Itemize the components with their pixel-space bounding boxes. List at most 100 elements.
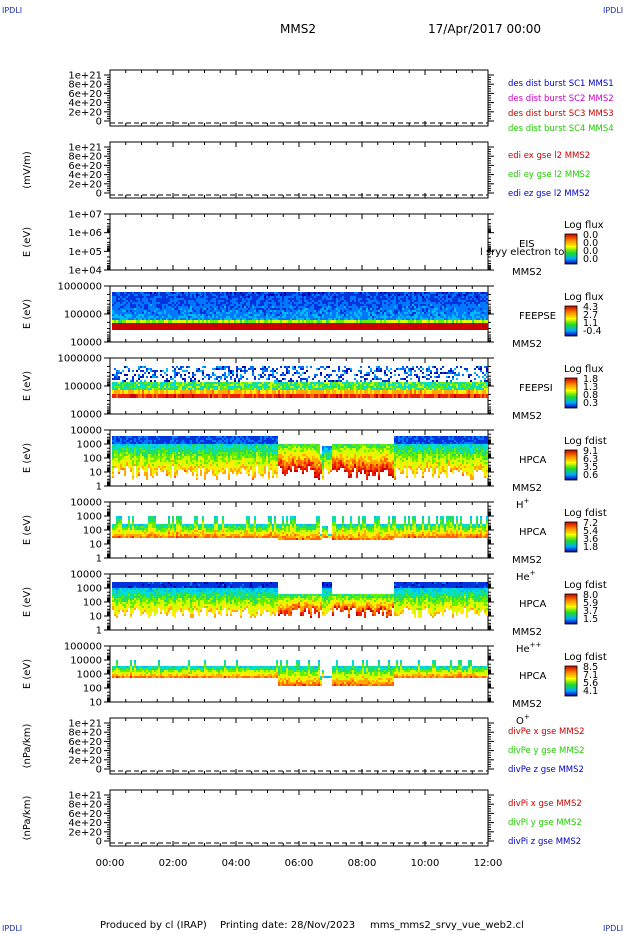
legend-entry: edi ex gse l2 MMS2 (508, 151, 590, 161)
colorbar-tick-label: 1.3 (583, 382, 598, 393)
instrument-label: HPCA (519, 527, 547, 538)
y-tick-label: 1e+21 (68, 719, 102, 730)
y-tick-label: 1e+04 (68, 266, 102, 277)
y-tick-label: 100000 (64, 382, 102, 393)
colorbar-tick-label: 1.8 (583, 374, 598, 385)
y-tick-label: 100 (83, 526, 102, 537)
spacecraft-label: MMS2 (512, 483, 542, 494)
instrument-label: HPCA (519, 455, 547, 466)
y-tick-label: 1 (96, 554, 102, 565)
colorbar-tick-label: 2.7 (583, 310, 598, 321)
y-tick-label: 1 (96, 626, 102, 637)
species-label: He+ (516, 569, 536, 583)
panel-hpca-h: 10000 1000 100 10 1 E (eV) HPCA MMS2 H+ Log fdist… (22, 426, 607, 512)
colorbar-tick-label: 4.1 (583, 686, 598, 697)
footer-producer: Produced by cl (IRAP) (100, 920, 207, 931)
legend-entry: edi ey gse l2 MMS2 (508, 170, 590, 180)
header-spacecraft: MMS2 (280, 22, 316, 36)
colorbar-tick-label: 0.8 (583, 390, 598, 401)
x-tick-label: 00:00 (96, 858, 125, 869)
y-tick-label: 0 (96, 117, 102, 128)
y-tick-label: 1e+21 (68, 71, 102, 82)
legend-entry: divPe z gse MMS2 (508, 765, 584, 775)
colorbar-tick-label: 7.2 (583, 518, 598, 529)
colorbar-tick-label: 5.4 (583, 526, 598, 537)
colorbar-title: Log flux (564, 220, 604, 231)
y-tick-label: 1e+05 (68, 247, 102, 258)
y-tick-label: 10000 (70, 338, 102, 349)
x-tick-label: 04:00 (222, 858, 251, 869)
y-tick-label: 4e+20 (68, 746, 102, 757)
y-tick-label: 10000 (70, 426, 102, 437)
instrument-label: HPCA (519, 599, 547, 610)
y-tick-label: 0 (96, 837, 102, 848)
y-tick-label: 2e+20 (68, 827, 102, 838)
x-axis: 00:00 02:00 04:00 06:00 08:00 10:00 12:00 (96, 858, 503, 869)
y-tick-label: 10 (89, 540, 102, 551)
colorbar-title: Log fdist (564, 580, 607, 591)
spacecraft-label: MMS2 (512, 627, 542, 638)
panel-eis: 1e+07 1e+06 1e+05 1e+04 E (eV) EIS MMS2 l sryy … (22, 210, 604, 279)
y-tick-label: 1000 (77, 440, 102, 451)
colorbar (564, 377, 578, 409)
panel-frame (109, 141, 489, 199)
colorbar-tick-label: -0.4 (583, 326, 602, 337)
y-tick-label: 8e+20 (68, 728, 102, 739)
colorbar-tick-label: 9.1 (583, 446, 598, 457)
x-tick-label: 06:00 (285, 858, 314, 869)
colorbar (564, 593, 578, 625)
colorbar-tick-label: 4.3 (583, 302, 598, 313)
colorbar-title: Log fdist (564, 436, 607, 447)
y-tick-label: 1e+21 (68, 143, 102, 154)
legend-entry: divPi y gse MMS2 (508, 818, 582, 828)
colorbar (564, 521, 578, 553)
footer-printing-date: Printing date: 28/Nov/2023 (220, 920, 356, 931)
spacecraft-label: MMS2 (512, 339, 542, 350)
colorbar-tick-label: 3.5 (583, 462, 598, 473)
colorbar (564, 233, 578, 265)
y-tick-label: 100 (83, 684, 102, 695)
colorbar-tick-label: 1.5 (583, 614, 598, 625)
y-tick-label: 10000 (70, 498, 102, 509)
instrument-label: HPCA (519, 671, 547, 682)
y-tick-label: 4e+20 (68, 98, 102, 109)
y-tick-label: 4e+20 (68, 170, 102, 181)
panel-hpca-o: 100000 10000 1000 100 10 E (eV) HPCA MMS2 O+ Log … (22, 642, 607, 728)
legend-entry: divPi x gse MMS2 (508, 799, 582, 809)
y-tick-label: 10 (89, 612, 102, 623)
colorbar-tick-label: 0.6 (583, 470, 598, 481)
colorbar-tick-label: 1.1 (583, 318, 598, 329)
y-tick-label: 8e+20 (68, 80, 102, 91)
y-tick-label: 1 (96, 482, 102, 493)
colorbar (564, 665, 578, 697)
y-axis-label: (nPa/km) (22, 796, 33, 841)
y-tick-label: 1e+21 (68, 791, 102, 802)
colorbar-tick-label: 0.0 (583, 246, 598, 257)
colorbar-tick-label: 5.9 (583, 598, 598, 609)
colorbar-tick-label: 3.6 (583, 534, 598, 545)
y-tick-label: 100000 (64, 310, 102, 321)
y-tick-label: 0 (96, 189, 102, 200)
spectrogram-hpca-h (112, 436, 488, 480)
y-axis-label: E (eV) (22, 587, 33, 617)
colorbar-tick-label: 3.7 (583, 606, 598, 617)
colorbar-tick-label: 0.0 (583, 230, 598, 241)
y-tick-label: 6e+20 (68, 809, 102, 820)
panel-frame (109, 789, 489, 847)
legend-entry: divPe y gse MMS2 (508, 746, 585, 756)
spectrogram-hpca-he1 (112, 516, 488, 540)
colorbar-tick-label: 0.0 (583, 238, 598, 249)
y-tick-label: 10000 (70, 410, 102, 421)
instrument-label: FEEPSE (519, 311, 556, 322)
panel-hpca-he1: 10000 1000 100 10 1 E (eV) HPCA MMS2 He+ Log fdis… (22, 498, 607, 584)
panel-frame (109, 213, 489, 271)
x-tick-label: 10:00 (411, 858, 440, 869)
species-label: O+ (516, 713, 530, 727)
header-date: 17/Apr/2017 00:00 (428, 22, 542, 36)
y-tick-label: 1000 (77, 512, 102, 523)
